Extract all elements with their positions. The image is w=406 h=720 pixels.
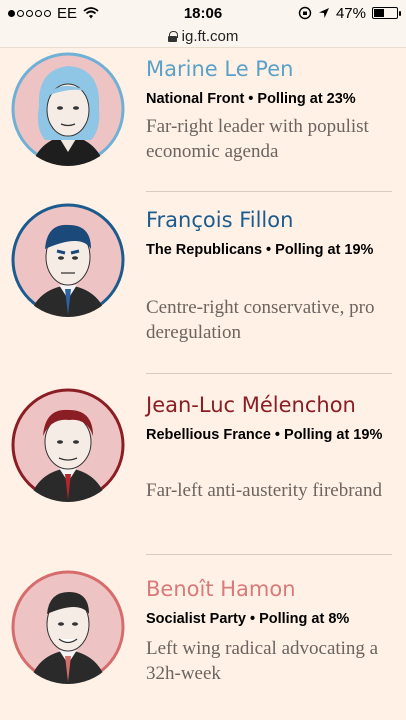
candidate-party-line: National Front • Polling at 23% xyxy=(146,91,356,107)
candidate-party-line: Socialist Party • Polling at 8% xyxy=(146,611,350,627)
candidate-party-line: Rebellious France • Polling at 19% xyxy=(146,427,383,443)
carrier-label: EE xyxy=(57,4,78,22)
status-right: 47% xyxy=(298,4,401,22)
status-bar: EE 18:06 47% xyxy=(0,0,406,26)
candidate-name: Benoît Hamon xyxy=(146,577,296,601)
candidate-portrait xyxy=(11,52,125,166)
address-bar[interactable]: ig.ft.com xyxy=(0,26,406,48)
rotation-lock-icon xyxy=(298,6,312,20)
signal-strength-icon xyxy=(8,9,51,17)
candidate-description: Far-left anti-austerity firebrand xyxy=(146,480,382,501)
candidate-portrait xyxy=(11,203,125,317)
clock: 18:06 xyxy=(183,4,223,22)
candidate-description: Far-right leader with populist economic … xyxy=(146,116,369,162)
battery-percent: 47% xyxy=(335,4,366,22)
url-text: ig.ft.com xyxy=(181,28,239,45)
candidate-description: Centre-right conservative, pro deregulat… xyxy=(146,297,375,343)
candidate-party-line: The Republicans • Polling at 19% xyxy=(146,242,374,258)
portrait-illustration xyxy=(11,570,125,684)
candidate-portrait xyxy=(11,570,125,684)
candidate-portrait xyxy=(11,388,125,502)
divider xyxy=(146,191,392,192)
status-left: EE xyxy=(8,5,99,22)
wifi-icon xyxy=(83,7,99,19)
candidate-name: Marine Le Pen xyxy=(146,57,294,81)
location-arrow-icon xyxy=(318,8,329,18)
portrait-illustration xyxy=(11,388,125,502)
candidate-description: Left wing radical advocating a 32h-week xyxy=(146,638,379,684)
candidate-name: Jean-Luc Mélenchon xyxy=(146,393,356,417)
candidate-name: François Fillon xyxy=(146,208,294,232)
portrait-illustration xyxy=(11,52,125,166)
divider xyxy=(146,554,392,555)
portrait-illustration xyxy=(11,203,125,317)
divider xyxy=(146,373,392,374)
lock-icon xyxy=(167,31,178,42)
battery-icon xyxy=(372,7,401,19)
